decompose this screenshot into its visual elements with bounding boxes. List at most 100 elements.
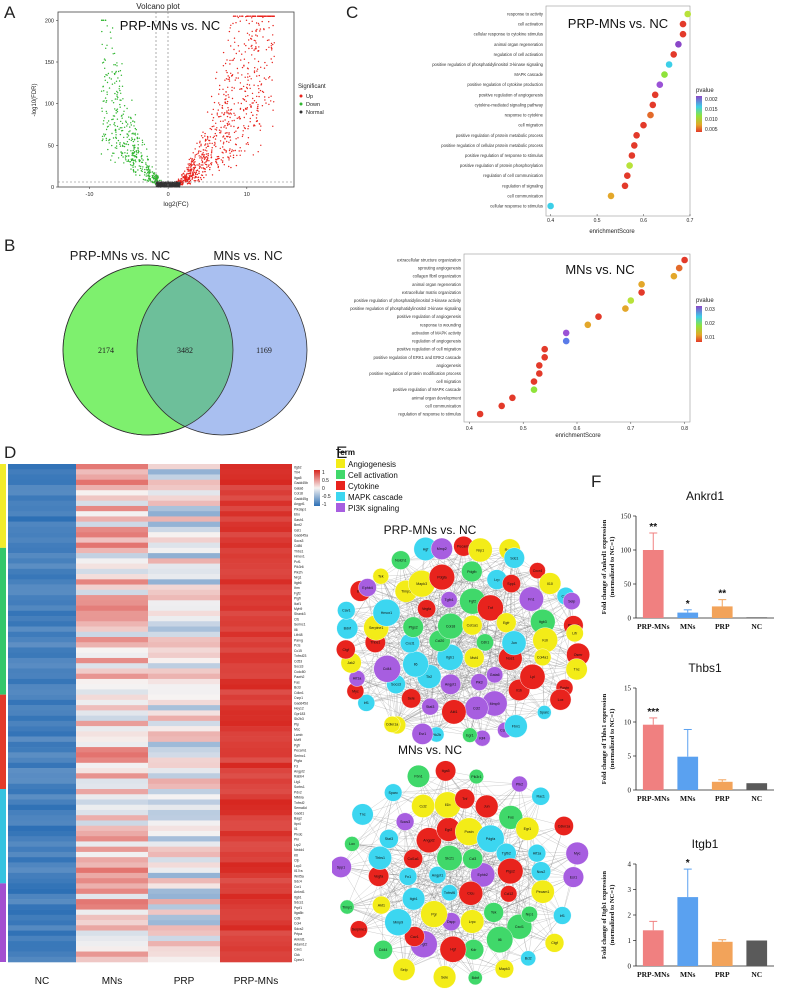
volcano-point-down xyxy=(147,166,150,168)
volcano-point-normal xyxy=(157,184,159,186)
network-node: Myc xyxy=(565,841,589,865)
volcano-point-up xyxy=(240,59,242,61)
volcano-point-up xyxy=(234,79,236,81)
volcano-point-up xyxy=(270,15,272,17)
volcano-point-down xyxy=(108,139,110,142)
volcano-point-up xyxy=(257,110,259,112)
heatmap-cell xyxy=(148,825,220,832)
volcano-point-up xyxy=(268,27,270,29)
network-node: Lox xyxy=(549,688,572,711)
volcano-point-up xyxy=(181,174,183,176)
volcano-point-up xyxy=(253,84,255,86)
volcano-point-up xyxy=(188,163,191,165)
volcano-point-up xyxy=(224,138,226,140)
volcano-point-normal xyxy=(161,184,163,186)
bar-ylabel2: (normalized to NC=1) xyxy=(609,885,616,946)
heatmap-cell xyxy=(148,809,220,816)
network-node-label: Tnfrsf6 xyxy=(444,891,455,895)
network-node-label: Akt1 xyxy=(378,903,385,907)
volcano-point-up xyxy=(219,84,221,87)
volcano-point-up xyxy=(258,95,260,98)
volcano-point-up xyxy=(209,142,211,144)
volcano-point-up xyxy=(234,149,236,152)
heatmap-cell xyxy=(8,668,76,674)
volcano-point-up xyxy=(177,178,180,180)
volcano-point-down xyxy=(132,120,134,122)
network-legend-title: Term xyxy=(336,448,355,457)
volcano-point-down xyxy=(104,133,107,136)
heatmap-gene-label: Il1 xyxy=(294,827,298,831)
heatmap-cell xyxy=(8,930,76,937)
bar-category-label: PRP xyxy=(715,622,730,631)
volcano-point-up xyxy=(227,39,229,41)
volcano-point-down xyxy=(120,120,122,123)
network-node-label: Ephb4 xyxy=(362,586,372,590)
bar-ytick-label: 10 xyxy=(624,719,632,727)
volcano-point-up xyxy=(242,130,244,132)
volcano-point-down xyxy=(158,179,160,182)
heatmap-cell xyxy=(220,731,292,737)
heatmap-cell xyxy=(8,563,76,570)
bar-significance: * xyxy=(686,858,690,869)
heatmap-cell xyxy=(148,715,220,722)
heatmap-cell xyxy=(220,668,292,674)
heatmap-cell xyxy=(76,542,148,549)
network-node: Bdnf xyxy=(336,617,359,640)
heatmap-cell xyxy=(76,836,148,842)
network-node: Tek xyxy=(483,902,504,923)
volcano-point-normal xyxy=(156,183,158,185)
volcano-point-up xyxy=(182,176,184,179)
volcano-point-up xyxy=(210,95,213,98)
volcano-point-down xyxy=(106,44,108,46)
network-node: Hgf xyxy=(439,935,467,963)
heatmap-cell xyxy=(220,563,292,570)
heatmap-cell xyxy=(8,469,76,475)
heatmap-cell xyxy=(220,768,292,774)
volcano-point-up xyxy=(195,180,197,182)
volcano-point-down xyxy=(117,139,120,142)
heatmap-cell xyxy=(76,558,148,564)
volcano-point-up xyxy=(235,22,237,24)
volcano-point-up xyxy=(268,96,270,99)
heatmap-cell xyxy=(76,736,148,743)
volcano-point-up xyxy=(203,168,205,170)
volcano-point-up xyxy=(268,15,270,17)
volcano-point-down xyxy=(141,168,143,170)
volcano-point-up xyxy=(198,155,200,157)
enrich-term-label: extracellular matrix organization xyxy=(402,290,462,295)
volcano-point-down xyxy=(120,154,123,157)
volcano-point-normal xyxy=(179,183,181,185)
panel-label-b: B xyxy=(4,236,16,255)
volcano-point-up xyxy=(233,125,235,128)
heatmap-cell xyxy=(148,469,220,475)
volcano-point-down xyxy=(114,82,116,84)
volcano-point-up xyxy=(223,126,225,128)
network-node-label: Stat3 xyxy=(426,705,434,709)
volcano-point-down xyxy=(100,90,103,92)
heatmap-cell xyxy=(148,699,220,706)
heatmap-cell xyxy=(76,825,148,832)
network-node-label: Fn1 xyxy=(528,597,534,601)
heatmap-cell xyxy=(8,836,76,842)
heatmap-cell xyxy=(8,726,76,732)
volcano-point-up xyxy=(270,47,273,49)
heatmap-cell xyxy=(148,610,220,617)
volcano-point-up xyxy=(239,147,241,149)
volcano-point-down xyxy=(113,72,116,75)
heatmap-gene-label: Plxdc xyxy=(294,832,303,836)
heatmap-cell xyxy=(76,610,148,617)
heatmap-cell xyxy=(76,841,148,847)
heatmap-gene-label: Pgfr xyxy=(294,743,301,747)
volcano-point-up xyxy=(231,89,233,92)
enrich-dot xyxy=(675,264,683,272)
heatmap-gene-label: Itgb2 xyxy=(294,465,302,469)
enrich-xtick-label: 0.7 xyxy=(627,426,634,432)
heatmap-cell xyxy=(76,846,148,853)
volcano-point-up xyxy=(219,104,221,106)
heatmap-cell xyxy=(8,642,76,648)
volcano-point-up xyxy=(219,147,221,150)
network-node: Col18 xyxy=(437,613,464,640)
heatmap-gene-label: Ikzf1 xyxy=(294,602,301,606)
heatmap-cell xyxy=(76,474,148,481)
